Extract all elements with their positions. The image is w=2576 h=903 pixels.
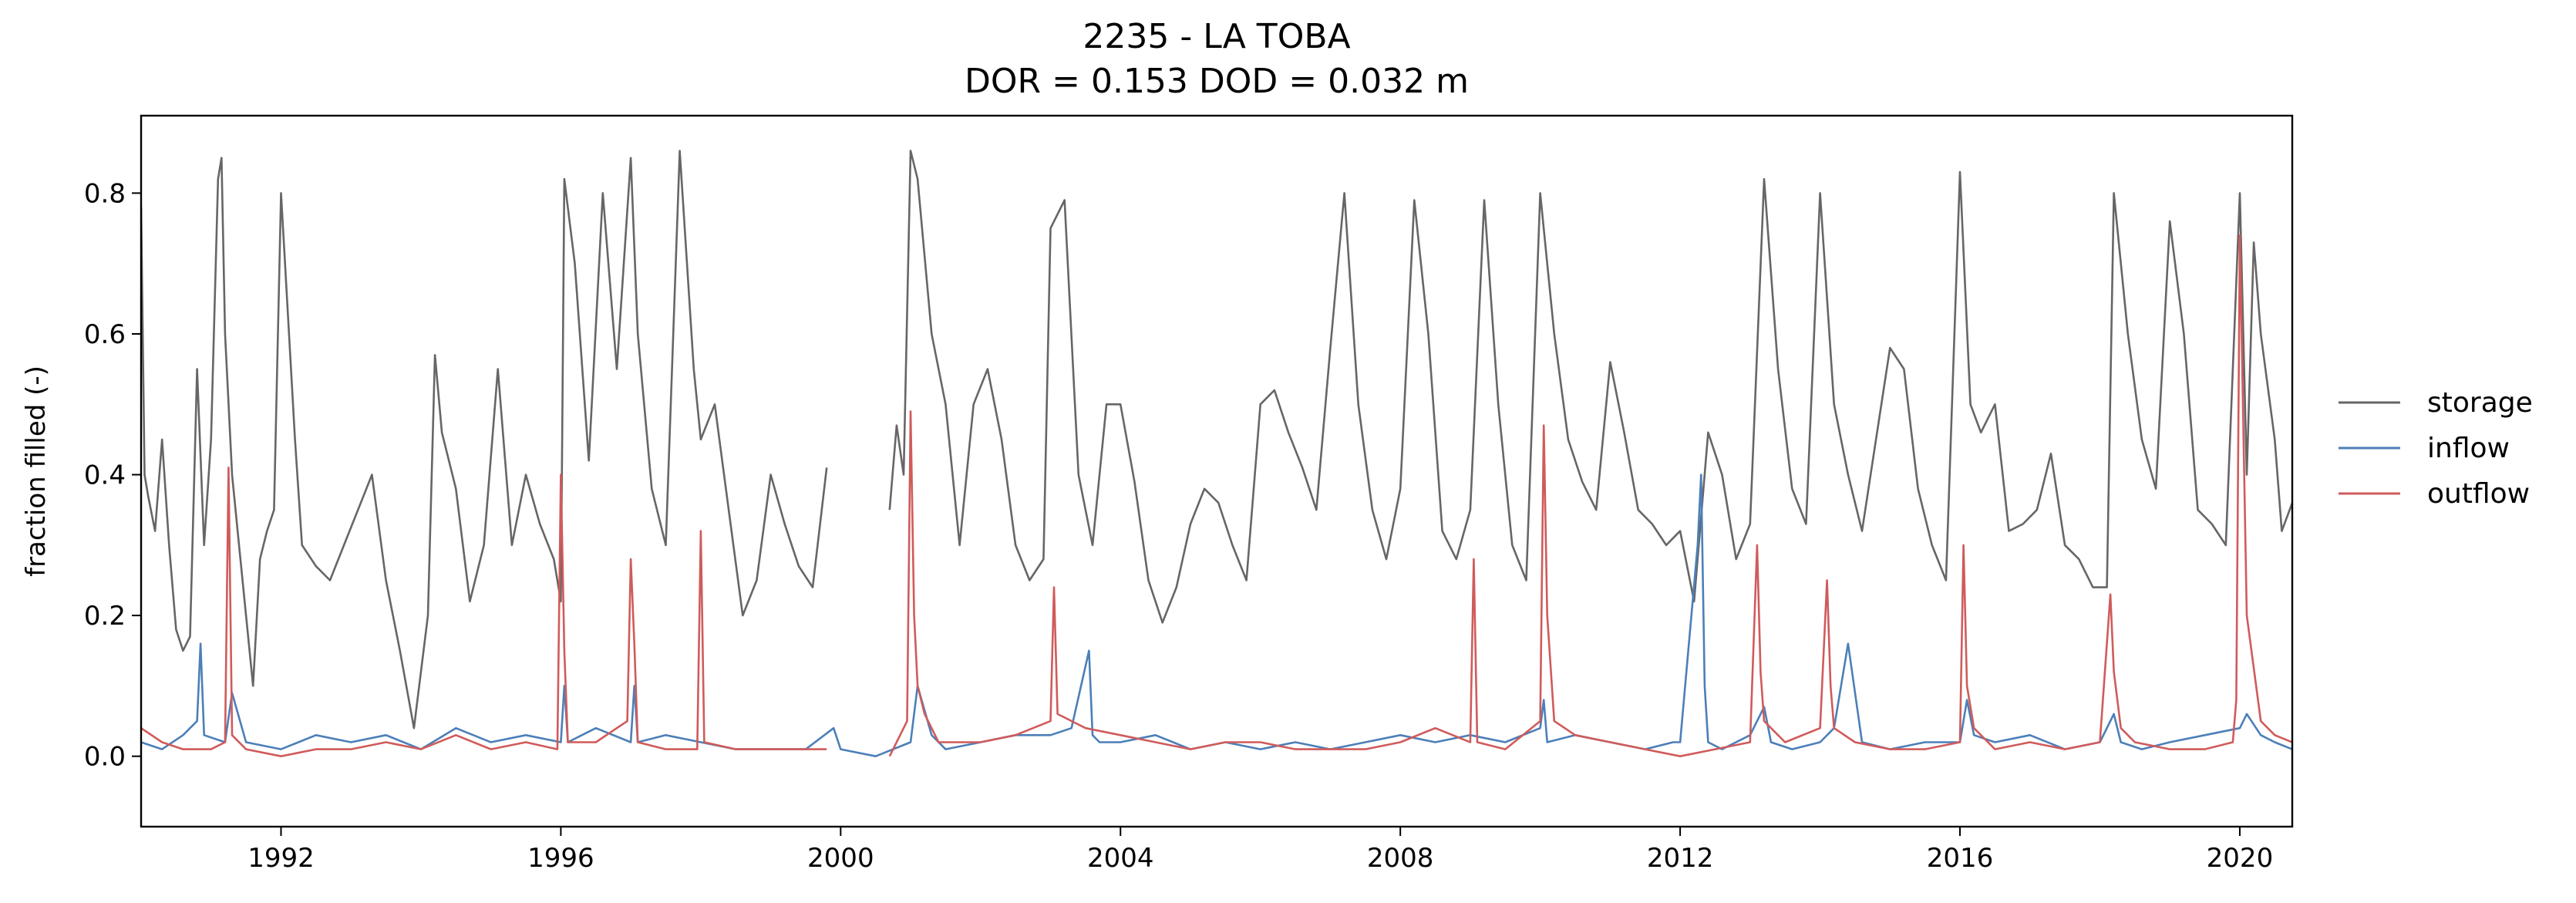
series-line-storage [141,150,2292,729]
y-tick-label: 0.4 [84,460,126,491]
y-tick-label: 0.0 [84,742,126,773]
series-layer [141,150,2292,757]
x-tick-label: 2020 [2207,843,2274,874]
series-line-inflow [141,473,2292,757]
y-tick-label: 0.8 [84,178,126,209]
chart-subtitle: DOR = 0.153 DOD = 0.032 m [965,62,1469,101]
legend-label-inflow: inflow [2427,433,2510,464]
plot-frame [140,114,2294,828]
x-tick-label: 2012 [1647,843,1714,874]
legend-label-outflow: outflow [2427,478,2530,510]
y-axis-label: fraction filled (-) [21,366,52,577]
x-axis: 1992 1996 2000 2004 2008 2012 2016 2020 [247,827,2273,874]
x-tick-label: 2004 [1087,843,1154,874]
series-line-outflow [141,234,2292,757]
x-tick-label: 2000 [807,843,874,874]
y-tick-label: 0.2 [84,601,126,632]
x-tick-label: 2016 [1927,843,1994,874]
x-tick-label: 1992 [247,843,315,874]
legend: storage inflow outflow [2339,387,2533,510]
y-tick-label: 0.6 [84,319,126,350]
legend-label-storage: storage [2427,387,2533,419]
x-tick-label: 2008 [1367,843,1434,874]
x-tick-label: 1996 [527,843,594,874]
y-axis: 0.0 0.2 0.4 0.6 0.8 [84,178,141,773]
chart-title: 2235 - LA TOBA [1083,17,1350,56]
